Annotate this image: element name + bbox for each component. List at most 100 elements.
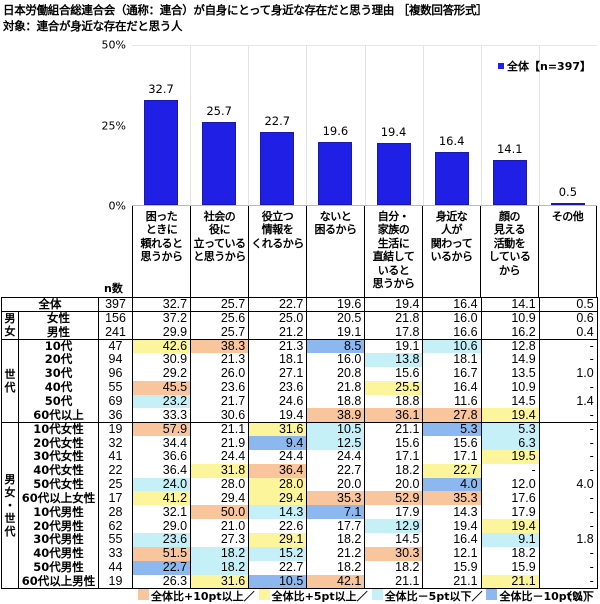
value-cell: 11.6 <box>422 395 482 409</box>
value-cell: 23.6 <box>132 533 192 547</box>
row-label: 20代 <box>18 353 99 367</box>
value-cell: - <box>539 547 598 561</box>
table-row: 40代男性 33 51.5 18.2 15.2 21.2 30.3 12.1 18.2- <box>2 547 598 561</box>
value-cell: 23.6 <box>190 381 250 395</box>
bar <box>376 142 411 205</box>
value-cell: 0.5 <box>539 297 598 312</box>
value-cell: 18.2 <box>364 464 424 478</box>
table-row: 50代男性 44 22.7 18.2 22.7 18.2 18.2 15.9 15.9- <box>2 561 598 575</box>
value-cell: 4.0 <box>539 478 598 492</box>
table-row: 男女・世代 10代女性 19 57.9 21.1 31.6 10.5 21.1 5.3 5.3- <box>1 421 598 589</box>
category-label: その他 <box>539 206 597 297</box>
row-label: 60代以上 <box>18 408 99 423</box>
value-cell: 19.1 <box>306 325 366 340</box>
n-count: 19 <box>98 574 133 589</box>
table-row: 男女女性 156 37.2 25.6 25.0 20.5 21.8 16.0 10.9 0.6 <box>1 311 598 340</box>
bar-value-label: 19.4 <box>380 124 407 139</box>
value-cell: 27.3 <box>190 533 250 547</box>
value-cell: 10.9 <box>481 381 540 395</box>
table-row: 40代 55 45.5 23.6 23.6 21.8 25.5 16.4 10.9- <box>2 381 598 395</box>
value-cell: - <box>539 505 598 520</box>
value-cell: - <box>539 436 598 450</box>
value-cell: 15.2 <box>248 547 308 561</box>
y-tick-label: 50% <box>101 38 126 52</box>
highlight-legend-item: 全体比－5pt以下／ <box>371 588 482 604</box>
value-cell: - <box>539 464 598 478</box>
table-row: 60代以上 36 33.3 30.6 19.4 38.9 36.1 27.8 19.4- <box>2 408 598 423</box>
row-label: 60代以上男性 <box>18 574 99 589</box>
value-cell: 17.1 <box>422 450 482 464</box>
value-cell: 10.5 <box>248 574 308 589</box>
value-cell: 33.3 <box>132 408 192 423</box>
value-cell: 15.9 <box>422 561 482 575</box>
table-row: 50代女性 25 24.0 28.0 28.0 20.0 20.0 4.0 12.0 4.0 <box>2 478 598 492</box>
value-cell: 14.3 <box>248 505 308 520</box>
value-cell: 37.2 <box>132 311 192 326</box>
swatch-icon <box>486 589 498 600</box>
value-cell: 31.8 <box>190 464 250 478</box>
bar-value-label: 25.7 <box>206 104 232 119</box>
value-cell: 14.9 <box>481 353 540 367</box>
bar <box>260 131 295 205</box>
value-cell: 12.0 <box>481 478 540 492</box>
value-cell: 36.6 <box>132 450 192 464</box>
page-subtitle: 対象：連合が身近な存在だと思う人 <box>3 19 183 33</box>
gridline <box>306 46 308 205</box>
n-count: 28 <box>98 505 133 520</box>
swatch-icon <box>138 589 149 600</box>
highlight-legend-item: 全体比－10pt以下 <box>486 588 594 604</box>
legend-swatch-icon <box>498 63 504 69</box>
value-cell: 19.4 <box>422 519 482 533</box>
value-cell: 16.4 <box>422 297 482 312</box>
value-cell: 17.8 <box>364 325 424 340</box>
category-labels: 困った ときに 頼れると 思うから 社会の 役に 立っている と思うから 役立つ 情報を くれるから… <box>132 206 597 297</box>
value-cell: 30.9 <box>132 353 192 367</box>
value-cell: 15.9 <box>481 561 540 575</box>
value-cell: 27.8 <box>422 408 482 423</box>
value-cell: 0.6 <box>539 311 598 326</box>
table-row: 20代女性 32 34.4 21.9 9.4 12.5 15.6 15.6 6.3- <box>2 436 598 450</box>
value-cell: 38.9 <box>306 408 366 423</box>
category-label: 困った ときに 頼れると 思うから <box>133 206 191 297</box>
value-cell: 21.7 <box>190 395 250 409</box>
value-cell: - <box>539 519 598 533</box>
value-cell: 21.1 <box>481 574 540 589</box>
value-cell: 21.2 <box>248 325 308 340</box>
bar-value-label: 14.1 <box>496 141 523 156</box>
value-cell: 12.5 <box>306 436 366 450</box>
gridline <box>538 46 540 205</box>
value-cell: 16.7 <box>422 367 482 381</box>
table-row: 30代男性 55 23.6 27.3 29.1 18.2 14.5 16.4 9.1 1.8 <box>2 533 598 547</box>
value-cell: 18.2 <box>364 561 424 575</box>
value-cell: - <box>539 450 598 464</box>
value-cell: 50.0 <box>190 505 250 520</box>
n-count: 44 <box>98 561 133 575</box>
swatch-icon <box>371 589 383 600</box>
value-cell: 24.4 <box>306 450 366 464</box>
value-cell: 29.4 <box>190 491 250 506</box>
highlight-legend-item: 全体比+10pt以上／ <box>138 588 255 604</box>
value-cell: 31.6 <box>248 421 308 437</box>
value-cell: 20.5 <box>306 311 366 326</box>
row-label: 40代 <box>18 381 99 395</box>
bar-value-label: 0.5 <box>558 185 578 199</box>
value-cell: 29.4 <box>248 491 308 506</box>
n-count: 32 <box>98 436 133 450</box>
value-cell: 24.4 <box>190 450 250 464</box>
value-cell: 10.6 <box>422 338 482 354</box>
row-label: 50代女性 <box>18 478 99 492</box>
value-cell: 18.2 <box>190 561 250 575</box>
value-cell: 20.0 <box>364 478 424 492</box>
value-cell: - <box>539 408 598 423</box>
value-cell: 18.1 <box>422 353 482 367</box>
gridline <box>422 46 424 205</box>
value-cell: 20.0 <box>306 478 366 492</box>
row-label: 20代男性 <box>18 519 99 533</box>
value-cell: 17.7 <box>306 519 366 533</box>
value-cell: 16.0 <box>306 353 366 367</box>
value-cell: 16.2 <box>481 325 540 340</box>
bar <box>144 99 178 205</box>
swatch-icon <box>258 589 270 600</box>
bar-chart: 32.7 25.7 22.7 19.6 19.4 16.4 14.1 0.5 <box>132 45 597 206</box>
value-cell: 26.3 <box>132 574 192 589</box>
